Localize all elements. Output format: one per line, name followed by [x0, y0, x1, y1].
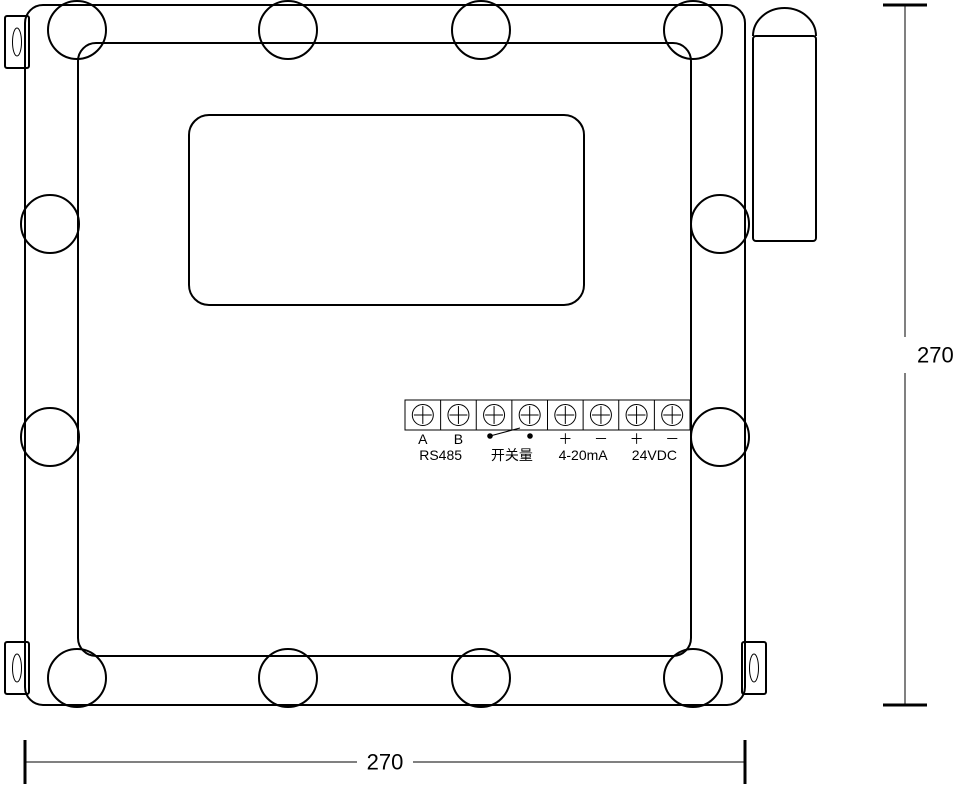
- svg-text:RS485: RS485: [419, 447, 462, 463]
- svg-text:＋: ＋: [630, 431, 644, 447]
- svg-text:4-20mA: 4-20mA: [559, 447, 609, 463]
- svg-text:270: 270: [917, 343, 954, 368]
- svg-text:A: A: [418, 431, 428, 447]
- technical-drawing: A B ＋ － ＋ － RS485 开关量 4-20mA 24VDC 270 270: [0, 0, 956, 790]
- svg-text:24VDC: 24VDC: [632, 447, 677, 463]
- svg-text:－: －: [594, 431, 608, 447]
- svg-text:270: 270: [367, 750, 404, 775]
- svg-text:＋: ＋: [558, 431, 572, 447]
- svg-text:－: －: [665, 431, 679, 447]
- svg-text:B: B: [454, 431, 463, 447]
- svg-text:开关量: 开关量: [491, 447, 533, 463]
